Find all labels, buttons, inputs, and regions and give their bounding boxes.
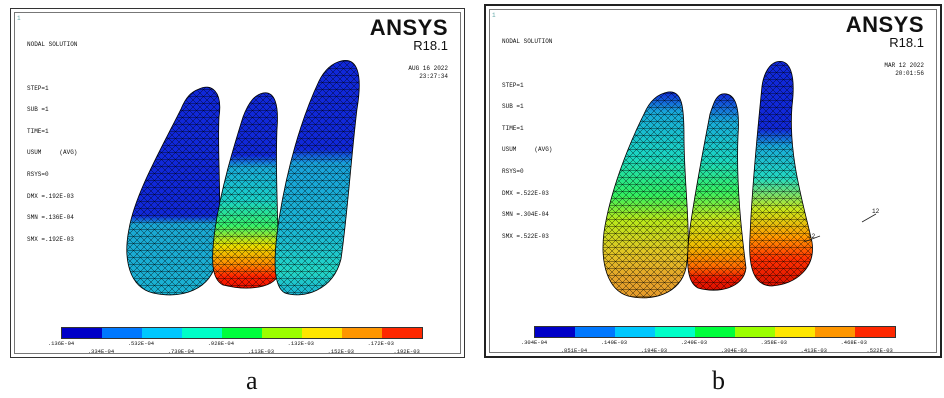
legend-tick: .113E-03	[247, 348, 274, 355]
legend-tick: .358E-03	[760, 339, 787, 346]
legend-swatch	[262, 328, 302, 338]
legend-swatch	[382, 328, 422, 338]
solution-info: NODAL SOLUTION STEP=1 SUB =1 TIME=1 USUM…	[502, 24, 552, 254]
legend-tick: .304E-04	[520, 339, 548, 346]
legend-swatch	[855, 327, 895, 337]
legend-swatch	[655, 327, 695, 337]
legend-swatch	[575, 327, 615, 337]
node-annotation: 12	[872, 208, 880, 215]
meta-line: DMX =.192E-03	[27, 192, 74, 200]
legend-swatch	[695, 327, 735, 337]
window-number: 1	[492, 12, 496, 19]
color-legend	[534, 326, 896, 338]
legend-tick: .172E-03	[367, 340, 394, 347]
legend-tick: .194E-03	[640, 347, 668, 354]
meta-line: SMN =.136E-04	[27, 214, 74, 222]
tooth-mesh-model-a	[126, 60, 360, 296]
meta-line: USUM (AVG)	[27, 149, 78, 157]
ansys-branding: ANSYS R18.1	[846, 14, 924, 50]
meta-line: RSYS=0	[502, 167, 524, 175]
legend-swatch	[815, 327, 855, 337]
meta-line: TIME=1	[502, 124, 524, 132]
contour-plot-panel-a: 1 NODAL SOLUTION STEP=1 SUB =1 TIME=1 US…	[10, 8, 465, 358]
legend-tick: .730E-04	[167, 348, 195, 355]
figure-caption-a: a	[246, 366, 258, 395]
legend-tick: .522E-03	[866, 347, 893, 354]
ansys-logo: ANSYS	[369, 15, 448, 40]
legend-swatch	[62, 328, 102, 338]
legend-tick: .304E-03	[720, 347, 747, 354]
meta-line: SMX =.522E-03	[502, 232, 549, 240]
legend-tick: .468E-03	[840, 339, 867, 346]
meta-line: STEP=1	[27, 84, 49, 92]
timestamp: AUG 16 2022 23:27:34	[408, 65, 448, 80]
meta-line: NODAL SOLUTION	[27, 41, 78, 49]
legend-tick: .928E-04	[207, 340, 235, 347]
plot-frame	[489, 9, 937, 353]
legend-tick: .140E-03	[600, 339, 628, 346]
legend-tick: .136E-04	[47, 340, 75, 347]
solution-info: NODAL SOLUTION STEP=1 SUB =1 TIME=1 USUM…	[27, 27, 77, 257]
legend-tick: .249E-03	[680, 339, 708, 346]
ansys-branding: ANSYS R18.1	[370, 17, 448, 53]
meta-line: DMX =.522E-03	[502, 189, 549, 197]
date-label: MAR 12 2022	[884, 62, 924, 69]
legend-swatch	[615, 327, 655, 337]
legend-tick: .152E-03	[327, 348, 354, 355]
legend-swatch	[735, 327, 775, 337]
plot-frame	[14, 12, 461, 354]
legend-swatch	[222, 328, 262, 338]
time-label: 20:01:56	[895, 69, 924, 77]
time-label: 23:27:34	[419, 72, 448, 80]
legend-tick: .851E-04	[560, 347, 588, 354]
legend-tick-labels: .136E-04 .532E-04 .928E-04 .132E-03 .172…	[48, 340, 421, 358]
legend-swatch	[142, 328, 182, 338]
legend-swatch	[775, 327, 815, 337]
meta-line: NODAL SOLUTION	[502, 38, 553, 46]
figure-caption-b: b	[712, 366, 725, 395]
timestamp: MAR 12 2022 20:01:56	[884, 62, 924, 77]
date-label: AUG 16 2022	[408, 65, 448, 72]
node-annotation: 12	[808, 233, 816, 240]
legend-tick: .413E-03	[800, 347, 827, 354]
color-legend	[61, 327, 423, 339]
meta-line: SUB =1	[27, 106, 49, 114]
legend-tick: .192E-03	[393, 348, 420, 355]
tooth-mesh-model-b	[602, 61, 877, 299]
meta-line: RSYS=0	[27, 170, 49, 178]
legend-swatch	[342, 328, 382, 338]
ansys-version: R18.1	[889, 35, 924, 50]
meta-line: SMN =.304E-04	[502, 211, 549, 219]
legend-tick: .132E-03	[287, 340, 314, 347]
legend-tick: .532E-04	[127, 340, 155, 347]
legend-tick-labels: .304E-04 .140E-03 .249E-03 .358E-03 .468…	[521, 339, 894, 357]
legend-swatch	[102, 328, 142, 338]
contour-plot-panel-b: 1 NODAL SOLUTION STEP=1 SUB =1 TIME=1 US…	[484, 4, 942, 358]
legend-swatch	[535, 327, 575, 337]
legend-tick: .334E-04	[87, 348, 115, 355]
meta-line: STEP=1	[502, 81, 524, 89]
meta-line: SUB =1	[502, 103, 524, 111]
legend-swatch	[182, 328, 222, 338]
legend-swatch	[302, 328, 342, 338]
meta-line: SMX =.192E-03	[27, 235, 74, 243]
meta-line: TIME=1	[27, 127, 49, 135]
meta-line: USUM (AVG)	[502, 146, 553, 154]
ansys-version: R18.1	[413, 38, 448, 53]
window-number: 1	[17, 15, 21, 22]
ansys-logo: ANSYS	[845, 12, 924, 37]
